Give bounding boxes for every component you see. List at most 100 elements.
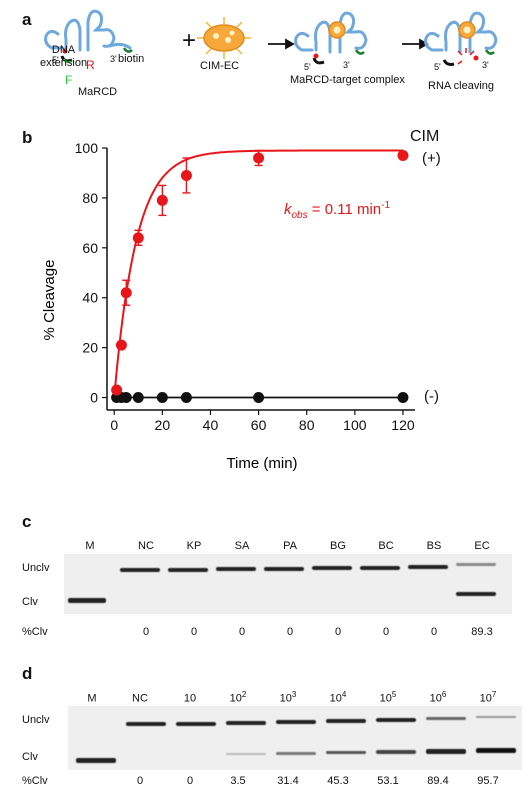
x-tick-label: 40 xyxy=(203,417,219,433)
r-label: R xyxy=(86,58,95,72)
gel-d-lane-label: 107 xyxy=(479,690,497,705)
negative-data-point xyxy=(180,392,192,404)
negative-data-point xyxy=(397,392,409,404)
cim-ec-bacterium-icon xyxy=(197,17,251,59)
gel-d-percent-value: 3.5 xyxy=(230,775,246,787)
gel-d-lane-label: 103 xyxy=(279,690,297,705)
cim-label: CIM xyxy=(410,128,440,145)
gel-c-band xyxy=(168,568,208,572)
positive-data-point xyxy=(397,149,409,161)
gel-d-percent-value: 0 xyxy=(136,775,144,787)
gel-c-lane-label: EC xyxy=(474,540,490,552)
x-tick-label: 80 xyxy=(299,417,315,433)
f-label: F xyxy=(65,73,73,87)
gel-c-lane-label: BS xyxy=(426,540,442,552)
five-prime-label-3: 5' xyxy=(434,62,441,72)
marcd-label: MaRCD xyxy=(78,86,118,98)
x-tick-label: 60 xyxy=(251,417,267,433)
cim-negative-label: (-) xyxy=(424,388,439,405)
biotin-icon xyxy=(122,47,133,53)
gel-c-image xyxy=(64,554,512,614)
positive-data-point xyxy=(115,339,127,351)
positive-data-point xyxy=(111,384,123,396)
negative-data-point xyxy=(120,392,132,404)
quencher-dot-icon xyxy=(62,48,68,54)
y-tick-label: 60 xyxy=(82,240,98,256)
gel-c-percent-value: 0 xyxy=(142,626,150,638)
positive-data-point xyxy=(120,287,132,299)
marcd-structure-icon xyxy=(44,9,132,52)
three-prime-label-1: 3' xyxy=(110,54,117,64)
gel-d-band xyxy=(226,753,266,755)
gel-d-band xyxy=(476,748,516,753)
gel-d-lane-label: M xyxy=(87,692,97,705)
gel-c-band xyxy=(408,565,448,569)
gel-c-percent-value: 0 xyxy=(430,626,438,638)
gel-d-percent-value: 95.7 xyxy=(477,775,499,787)
five-prime-label-2: 5' xyxy=(304,62,311,72)
dna-extension-label: DNA extension xyxy=(40,44,88,69)
gel-d-band xyxy=(226,721,266,725)
gel-c-unclv-label: Unclv xyxy=(22,562,50,574)
positive-data-point xyxy=(180,169,192,181)
y-tick-label: 80 xyxy=(82,190,98,206)
gel-c-percent-value: 0 xyxy=(382,626,390,638)
y-tick-label: 0 xyxy=(90,390,98,406)
gel-c-band xyxy=(456,563,496,566)
gel-c-percent-value: 0 xyxy=(286,626,294,638)
gel-d-band xyxy=(176,722,216,726)
gel-d-lane-label: 105 xyxy=(379,690,397,705)
gel-d-band xyxy=(476,716,516,718)
three-prime-label-3: 3' xyxy=(482,60,489,70)
x-tick-label: 120 xyxy=(391,417,415,433)
gel-d-lane-labels: M NC 10 102 103 104 105 106 107 xyxy=(22,690,522,706)
gel-d-band xyxy=(426,749,466,754)
gel-c-lane-label: BG xyxy=(330,540,346,552)
panel-c-letter: c xyxy=(22,512,32,531)
gel-d-band xyxy=(76,758,116,763)
gel-d-lane-label: 104 xyxy=(329,690,347,705)
gel-d-percent-value: 45.3 xyxy=(327,775,349,787)
gel-c-lane-label: NC xyxy=(138,540,154,552)
three-prime-label-2: 3' xyxy=(343,60,350,70)
gel-d-band xyxy=(126,722,166,726)
gel-c-band xyxy=(120,568,160,572)
gel-c-percent-row: 0 0 0 0 0 0 0 89.3 xyxy=(22,626,522,640)
gel-c-percent-label: %Clv xyxy=(22,626,48,638)
gel-c-band xyxy=(456,592,496,596)
gel-d-percent-row: 0 0 3.5 31.4 45.3 53.1 89.4 95.7 xyxy=(22,775,522,789)
biotin-label: biotin xyxy=(118,53,145,65)
five-prime-label-1: 5' xyxy=(52,55,59,65)
gel-c-band xyxy=(360,566,400,570)
fit-curve xyxy=(113,149,403,398)
y-tick-label: 20 xyxy=(82,340,98,356)
gel-c-lane-labels: M NC KP SA PA BG BC BS EC xyxy=(22,540,522,554)
gel-c-percent-value: 0 xyxy=(334,626,342,638)
negative-data-point xyxy=(156,392,168,404)
plus-sign: + xyxy=(182,27,196,54)
gel-d-percent-label: %Clv xyxy=(22,775,48,787)
gel-d-band xyxy=(426,717,466,720)
gel-d-unclv-label: Unclv xyxy=(22,714,50,726)
gel-c-percent-value: 0 xyxy=(238,626,246,638)
gel-c-clv-label: Clv xyxy=(22,596,38,608)
panel-d-letter: d xyxy=(22,664,33,683)
rna-cleaving-label: RNA cleaving xyxy=(428,80,495,92)
panel-a-schematic: + xyxy=(44,9,498,66)
gel-c-percent-value: 0 xyxy=(190,626,198,638)
positive-data-point xyxy=(253,152,265,164)
gel-d-percent-value: 53.1 xyxy=(377,775,399,787)
gel-d-band xyxy=(326,751,366,754)
y-tick-label: 100 xyxy=(75,140,99,156)
negative-data-point xyxy=(132,392,144,404)
arrow-1-icon xyxy=(268,38,295,50)
gel-d-lane-label: 10 xyxy=(183,692,197,705)
negative-data-point xyxy=(253,392,265,404)
panel-a-letter: a xyxy=(22,10,32,29)
gel-c-band xyxy=(264,567,304,571)
gel-c-lane-label: BC xyxy=(378,540,394,552)
gel-d-band xyxy=(326,719,366,723)
gel-d-lane-label: 102 xyxy=(229,690,247,705)
x-tick-label: 100 xyxy=(343,417,367,433)
cleavage-kinetics-chart: 0 20 40 60 80 100 120 0 20 40 60 80 100 Time (min) %… xyxy=(41,140,415,472)
